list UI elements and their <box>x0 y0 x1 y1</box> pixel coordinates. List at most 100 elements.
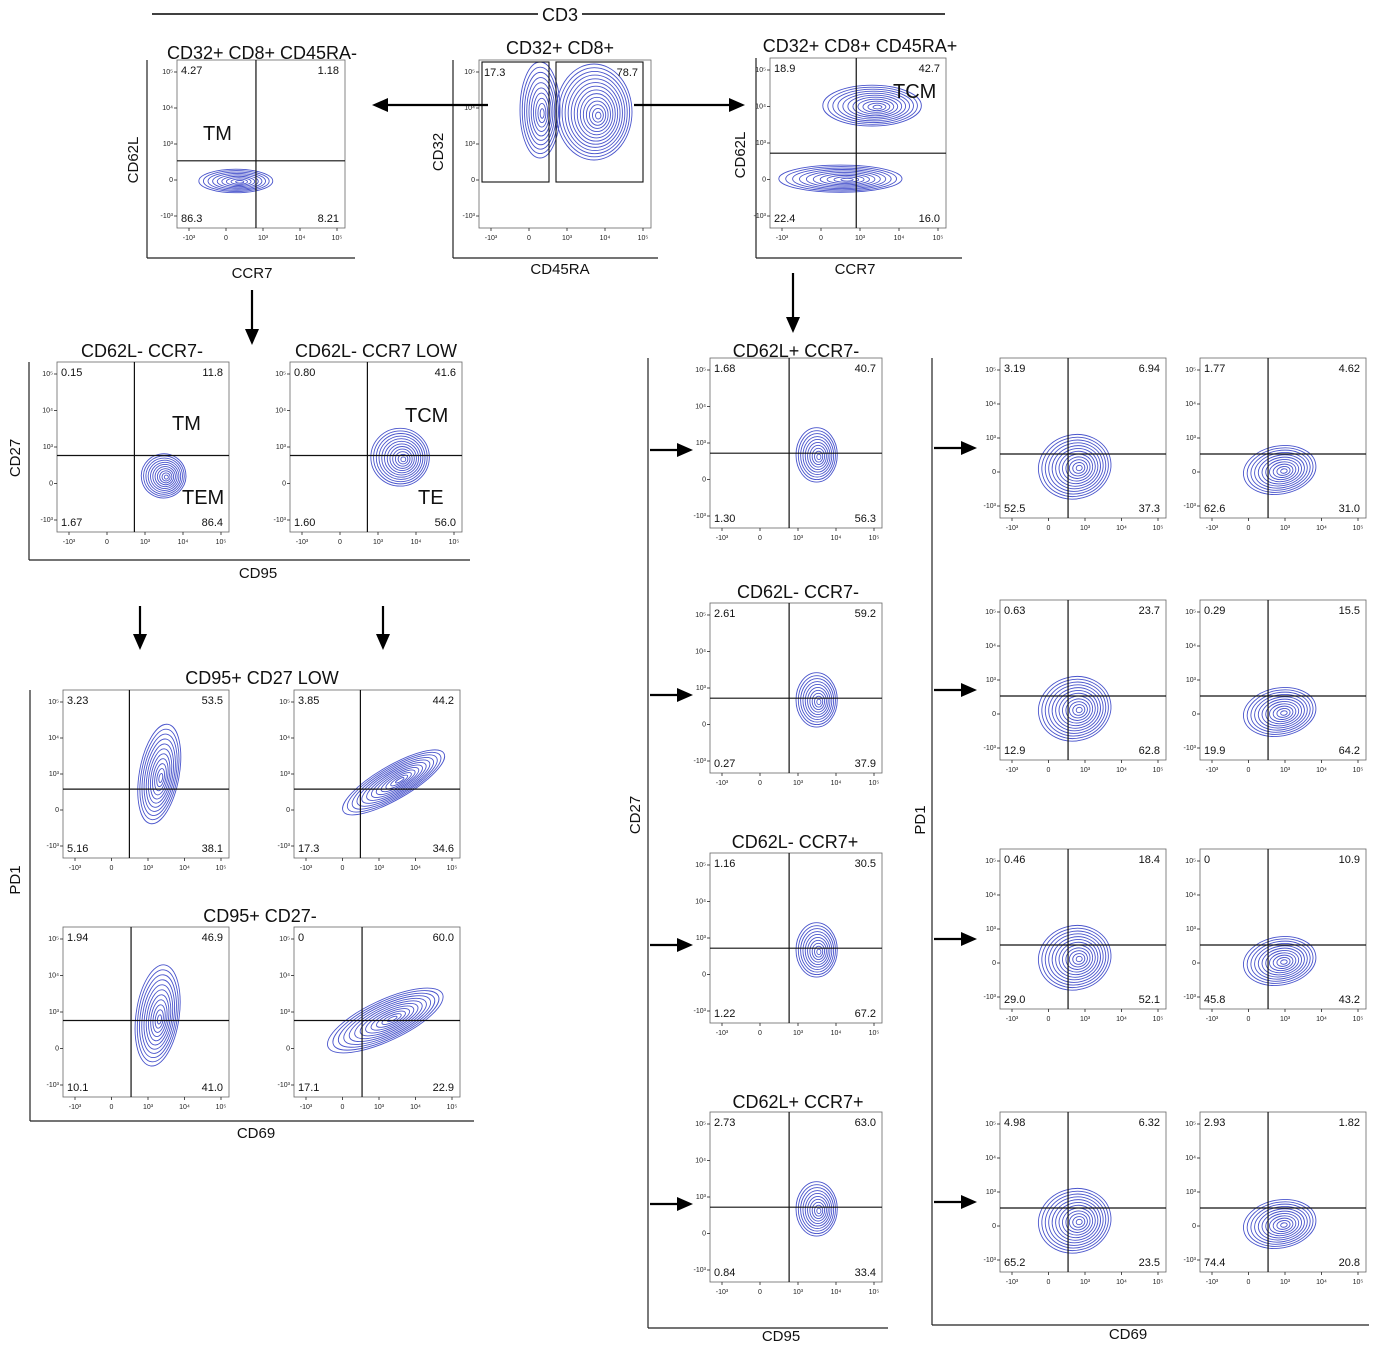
svg-text:-10³: -10³ <box>984 994 997 1001</box>
svg-text:0: 0 <box>286 807 290 814</box>
svg-text:0: 0 <box>1192 469 1196 476</box>
pd1-right-6-q-lower-left: 45.8 <box>1204 994 1225 1006</box>
svg-text:10⁴: 10⁴ <box>179 865 190 872</box>
svg-text:10⁴: 10⁴ <box>295 235 306 242</box>
svg-text:10⁴: 10⁴ <box>1185 643 1196 650</box>
svg-text:10⁵: 10⁵ <box>933 235 944 242</box>
top-right-q-lower-left: 22.4 <box>774 213 795 225</box>
svg-text:0: 0 <box>1247 525 1251 532</box>
top-left-q-lower-right: 8.21 <box>318 213 339 225</box>
pd1-right-2-q-upper-right: 4.62 <box>1339 363 1360 375</box>
cd27-right-3-x-ticks: -10³ 0 10³ 10⁴ 10⁵ <box>716 1023 879 1037</box>
arrow-to-pd1-cd27-neg <box>376 606 390 650</box>
title-cd62l-neg-ccr7-neg: CD62L- CCR7- <box>80 341 204 361</box>
svg-text:-10³: -10³ <box>300 1104 313 1111</box>
svg-text:10⁵: 10⁵ <box>1353 525 1364 532</box>
cd27-right-2-y-ticks: 10⁵ 10⁴ 10³ 0 -10³ <box>694 612 710 765</box>
pd1-right-2-contour-1 <box>1243 445 1317 495</box>
svg-text:10⁵: 10⁵ <box>695 1121 706 1128</box>
gate-pct-cd45ra-neg: 17.3 <box>484 67 505 79</box>
cd27-right-2-q-upper-right: 59.2 <box>855 608 876 620</box>
svg-text:0: 0 <box>224 235 228 242</box>
pd1-left-3-q-lower-left: 10.1 <box>67 1082 88 1094</box>
cd27-left-1-q-upper-left: 0.15 <box>61 367 82 379</box>
pd1-right-5-q-lower-right: 52.1 <box>1139 994 1160 1006</box>
cd27-left-1-contour-1 <box>140 453 187 499</box>
title-cd32-cd8: CD32+ CD8+ <box>505 38 615 58</box>
cd27-right-2-contour-1 <box>795 672 838 728</box>
pd1-left-2-x-ticks: -10³ 0 10³ 10⁴ 10⁵ <box>300 858 457 872</box>
title-cd95-cd27-low: CD95+ CD27 LOW <box>185 668 339 688</box>
ylabel-cd32: CD32 <box>430 132 447 172</box>
arrow-cd27-right-4 <box>650 1197 693 1211</box>
svg-text:10⁵: 10⁵ <box>162 69 173 76</box>
gate-cd45ra-pos <box>555 61 644 183</box>
pd1-right-8-y-ticks: 10⁵ 10⁴ 10³ 0 -10³ <box>1184 1121 1200 1264</box>
top-left-q-lower-left: 86.3 <box>181 213 202 225</box>
cd27-right-3-q-upper-right: 30.5 <box>855 858 876 870</box>
pd1-left-1-x-ticks: -10³ 0 10³ 10⁴ 10⁵ <box>69 858 226 872</box>
pd1-right-2-x-ticks: -10³ 0 10³ 10⁴ 10⁵ <box>1206 518 1364 532</box>
pd1-right-7-contour-1 <box>1038 1188 1112 1254</box>
svg-text:10⁴: 10⁴ <box>279 973 290 980</box>
svg-text:-10³: -10³ <box>274 517 287 524</box>
svg-text:10³: 10³ <box>1080 1016 1091 1023</box>
svg-text:10⁵: 10⁵ <box>985 858 996 865</box>
svg-text:10⁵: 10⁵ <box>1185 1121 1196 1128</box>
svg-text:10⁵: 10⁵ <box>1153 767 1164 774</box>
svg-text:0: 0 <box>282 481 286 488</box>
pd1-left-1-q-lower-right: 38.1 <box>202 843 223 855</box>
svg-text:10⁴: 10⁴ <box>1116 1016 1127 1023</box>
svg-text:10⁴: 10⁴ <box>411 539 422 546</box>
svg-text:10⁵: 10⁵ <box>1185 367 1196 374</box>
cd27-right-4-contour-1 <box>795 1181 838 1237</box>
svg-text:10³: 10³ <box>276 444 287 451</box>
svg-text:10³: 10³ <box>986 926 997 933</box>
svg-text:10⁴: 10⁴ <box>695 649 706 656</box>
pd1-right-6-x-ticks: -10³ 0 10³ 10⁴ 10⁵ <box>1206 1009 1363 1023</box>
pd1-right-4-q-lower-right: 64.2 <box>1339 745 1360 757</box>
svg-text:-10³: -10³ <box>278 843 291 850</box>
svg-text:10⁴: 10⁴ <box>1116 1279 1127 1286</box>
svg-text:10⁴: 10⁴ <box>410 865 421 872</box>
svg-text:10⁵: 10⁵ <box>48 699 59 706</box>
top-left-q-upper-right: 1.18 <box>318 65 339 77</box>
ylabel-pd1-right: PD1 <box>912 805 929 835</box>
cd27-right-3-q-upper-left: 1.16 <box>714 858 735 870</box>
svg-text:10⁴: 10⁴ <box>178 539 189 546</box>
pd1-right-5-contour-1 <box>1038 925 1112 991</box>
pd1-right-3-q-upper-right: 23.7 <box>1139 605 1160 617</box>
svg-text:10⁵: 10⁵ <box>695 367 706 374</box>
arrow-to-pd1-cd27-low <box>133 606 147 650</box>
svg-text:10³: 10³ <box>986 1189 997 1196</box>
svg-text:10⁵: 10⁵ <box>332 235 343 242</box>
svg-text:0: 0 <box>1247 1016 1251 1023</box>
svg-text:10⁴: 10⁴ <box>831 1289 842 1296</box>
arrow-cd27-right-1 <box>650 443 693 457</box>
svg-text:10³: 10³ <box>143 865 154 872</box>
svg-text:0: 0 <box>992 1223 996 1230</box>
svg-text:0: 0 <box>1247 767 1251 774</box>
arrow-cd27-right-3 <box>650 938 693 952</box>
svg-text:10⁵: 10⁵ <box>985 609 996 616</box>
pd1-right-7-q-lower-right: 23.5 <box>1139 1257 1160 1269</box>
svg-text:10³: 10³ <box>756 140 767 147</box>
pd1-left-4-contour-1 <box>327 987 444 1054</box>
xlabel-cd69-left: CD69 <box>236 1125 276 1142</box>
title-cd45ra-pos: CD32+ CD8+ CD45RA+ <box>762 36 958 56</box>
svg-text:0: 0 <box>341 1104 345 1111</box>
pd1-right-3-q-lower-right: 62.8 <box>1139 745 1160 757</box>
ylabel-pd1-left: PD1 <box>7 865 24 895</box>
cd27-left-2-q-upper-right: 41.6 <box>435 367 456 379</box>
svg-text:10³: 10³ <box>793 535 804 542</box>
svg-text:10³: 10³ <box>1280 767 1291 774</box>
ylabel-cd27-right: CD27 <box>627 795 644 835</box>
svg-text:-10³: -10³ <box>183 235 196 242</box>
svg-text:10⁵: 10⁵ <box>48 936 59 943</box>
arrow-pd1-right-1 <box>934 441 977 455</box>
svg-text:10⁵: 10⁵ <box>216 1104 227 1111</box>
svg-text:0: 0 <box>819 235 823 242</box>
svg-text:10⁴: 10⁴ <box>600 235 611 242</box>
top-left-frame <box>176 59 346 229</box>
